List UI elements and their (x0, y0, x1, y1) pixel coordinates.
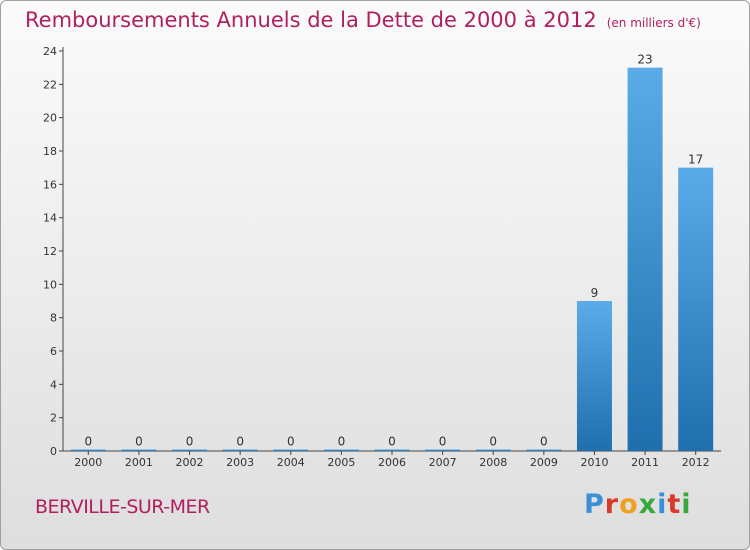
data-label: 0 (540, 435, 548, 449)
x-tick-label: 2006 (378, 456, 406, 469)
logo-letter: t (667, 489, 682, 520)
y-tick-label: 14 (43, 212, 57, 225)
x-tick-label: 2011 (631, 456, 659, 469)
logo-letter: i (681, 489, 692, 520)
y-tick-label: 12 (43, 245, 57, 258)
bar (576, 301, 612, 451)
y-tick-label: 22 (43, 78, 57, 91)
x-tick-label: 2007 (429, 456, 457, 469)
proxiti-logo[interactable]: Proxiti (584, 489, 692, 520)
x-tick-label: 2002 (176, 456, 204, 469)
x-tick-label: 2008 (479, 456, 507, 469)
data-label: 17 (688, 153, 703, 167)
data-label: 0 (489, 435, 497, 449)
y-tick-label: 8 (50, 312, 57, 325)
data-label: 0 (338, 435, 346, 449)
x-tick-label: 2003 (226, 456, 254, 469)
x-tick-label: 2004 (277, 456, 305, 469)
bar (526, 449, 562, 451)
commune-name: BERVILLE-SUR-MER (35, 496, 210, 518)
bar (475, 449, 511, 451)
y-tick-label: 2 (50, 412, 57, 425)
data-label: 0 (186, 435, 194, 449)
y-tick-label: 20 (43, 112, 57, 125)
logo-letter: o (619, 489, 639, 520)
data-label: 23 (637, 53, 652, 67)
x-tick-label: 2005 (327, 456, 355, 469)
bar (273, 449, 309, 451)
data-label: 0 (388, 435, 396, 449)
x-tick-label: 2001 (125, 456, 153, 469)
bar (222, 449, 258, 451)
bar (70, 449, 106, 451)
y-tick-label: 24 (43, 45, 57, 58)
bar (425, 449, 461, 451)
bar (627, 67, 663, 452)
bar (172, 449, 208, 451)
x-tick-label: 2012 (682, 456, 710, 469)
y-tick-label: 6 (50, 345, 57, 358)
chart-title-main: Remboursements Annuels de la Dette de 20… (25, 8, 597, 32)
bar (323, 449, 359, 451)
logo-letter: x (638, 489, 658, 520)
y-tick-label: 10 (43, 278, 57, 291)
chart-unit: (en milliers d'€) (606, 16, 701, 30)
chart-title: Remboursements Annuels de la Dette de 20… (25, 8, 701, 32)
x-tick-label: 2000 (74, 456, 102, 469)
data-label: 0 (287, 435, 295, 449)
y-tick-label: 16 (43, 178, 57, 191)
logo-letter: r (604, 489, 620, 520)
logo-letter: i (657, 489, 668, 520)
x-tick-label: 2009 (530, 456, 558, 469)
data-label: 0 (236, 435, 244, 449)
data-label: 0 (84, 435, 92, 449)
y-tick-label: 4 (50, 378, 57, 391)
data-label: 0 (135, 435, 143, 449)
x-tick-label: 2010 (580, 456, 608, 469)
y-tick-label: 18 (43, 145, 57, 158)
data-label: 9 (591, 286, 599, 300)
data-label: 0 (439, 435, 447, 449)
bar (678, 167, 714, 451)
y-tick-label: 0 (50, 445, 57, 458)
bar (374, 449, 410, 451)
logo-letter: P (584, 489, 605, 520)
bar (121, 449, 157, 451)
